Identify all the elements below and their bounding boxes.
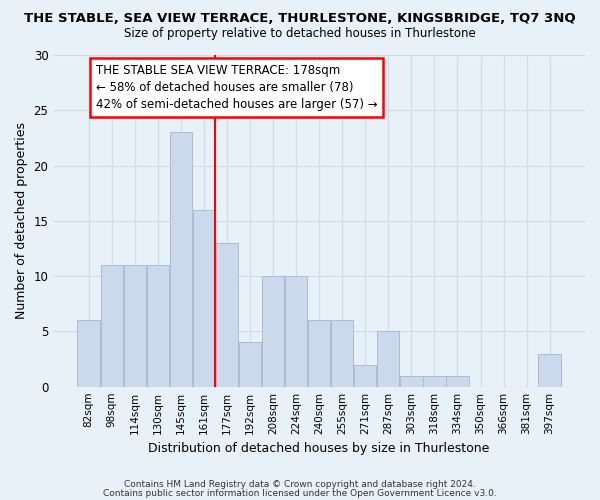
Bar: [423, 376, 446, 386]
Bar: [170, 132, 192, 386]
Bar: [146, 265, 169, 386]
Bar: [446, 376, 469, 386]
Bar: [124, 265, 146, 386]
Bar: [400, 376, 422, 386]
Bar: [77, 320, 100, 386]
Y-axis label: Number of detached properties: Number of detached properties: [15, 122, 28, 320]
Bar: [216, 243, 238, 386]
Text: THE STABLE, SEA VIEW TERRACE, THURLESTONE, KINGSBRIDGE, TQ7 3NQ: THE STABLE, SEA VIEW TERRACE, THURLESTON…: [24, 12, 576, 26]
Bar: [239, 342, 261, 386]
Bar: [285, 276, 307, 386]
Bar: [308, 320, 331, 386]
Bar: [377, 332, 400, 386]
Bar: [193, 210, 215, 386]
X-axis label: Distribution of detached houses by size in Thurlestone: Distribution of detached houses by size …: [148, 442, 490, 455]
Text: Contains public sector information licensed under the Open Government Licence v3: Contains public sector information licen…: [103, 489, 497, 498]
Text: Size of property relative to detached houses in Thurlestone: Size of property relative to detached ho…: [124, 28, 476, 40]
Text: THE STABLE SEA VIEW TERRACE: 178sqm
← 58% of detached houses are smaller (78)
42: THE STABLE SEA VIEW TERRACE: 178sqm ← 58…: [95, 64, 377, 111]
Bar: [354, 364, 376, 386]
Bar: [101, 265, 123, 386]
Text: Contains HM Land Registry data © Crown copyright and database right 2024.: Contains HM Land Registry data © Crown c…: [124, 480, 476, 489]
Bar: [538, 354, 561, 386]
Bar: [262, 276, 284, 386]
Bar: [331, 320, 353, 386]
